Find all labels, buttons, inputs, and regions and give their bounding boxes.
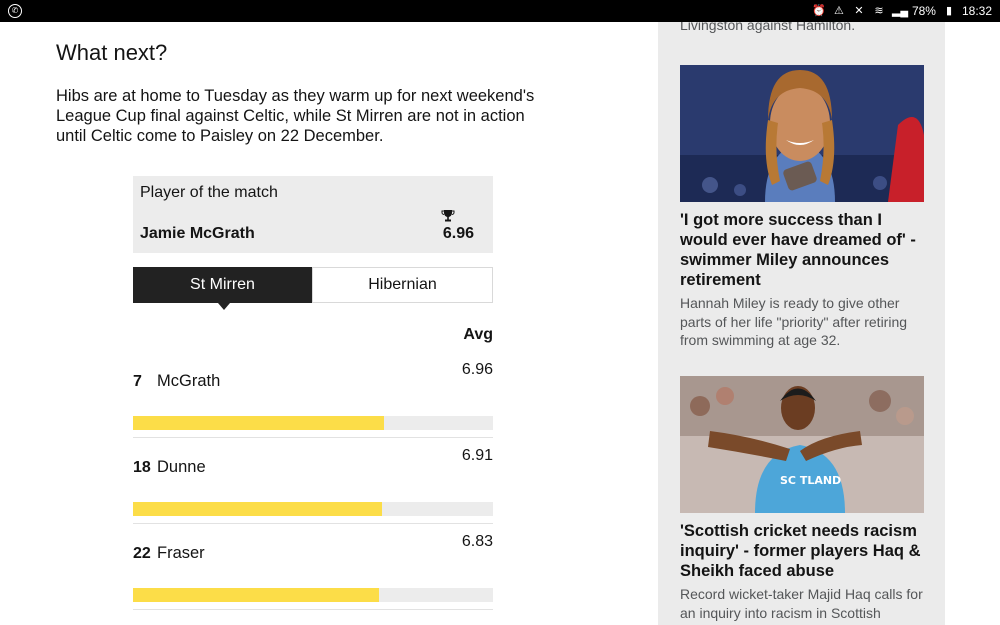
cricketer-photo: SC TLAND <box>680 376 924 513</box>
sidebar-summary-fragment: Livingston against Hamilton. <box>680 22 856 33</box>
player-name: McGrath <box>157 372 221 390</box>
rating-bar <box>133 502 493 516</box>
player-avg: 6.96 <box>461 361 493 378</box>
player-ratings-list: 7 McGrath 6.96 18 Dunne 6.91 22 Fraser 6… <box>133 352 493 610</box>
potm-title: Player of the match <box>140 184 278 201</box>
story-summary: Record wicket-taker Majid Haq calls for … <box>680 586 923 621</box>
player-name: Fraser <box>157 544 205 562</box>
player-number: 22 <box>133 545 151 562</box>
wifi-icon: ≋ <box>874 5 884 17</box>
tab-st-mirren[interactable]: St Mirren <box>133 267 312 310</box>
mute-icon: ✕ <box>854 5 864 17</box>
player-avg: 6.91 <box>461 447 493 464</box>
related-stories-sidebar: Livingston against Hamilton. 'I got more… <box>658 22 945 625</box>
tab-label: St Mirren <box>190 276 255 293</box>
clock: 18:32 <box>961 4 992 18</box>
rating-bar-fill <box>133 416 384 430</box>
player-row: 7 McGrath 6.96 <box>133 352 493 438</box>
trophy-icon <box>441 210 455 222</box>
player-of-match-box: Player of the match Jamie McGrath 6.96 <box>133 176 493 253</box>
whatsapp-icon: ✆ <box>8 4 22 18</box>
battery-percent: 78% <box>911 4 936 18</box>
warning-icon: ⚠ <box>834 5 844 17</box>
player-row: 22 Fraser 6.83 <box>133 524 493 610</box>
story-card[interactable]: SC TLAND 'Scottish cricket needs racism … <box>680 376 924 622</box>
potm-player-name: Jamie McGrath <box>140 225 255 242</box>
tab-hibernian[interactable]: Hibernian <box>312 267 493 303</box>
avg-column-header: Avg <box>463 326 493 343</box>
story-title[interactable]: 'Scottish cricket needs racism inquiry' … <box>680 522 921 580</box>
player-avg: 6.83 <box>461 533 493 550</box>
jersey-text: SC TLAND <box>780 474 841 487</box>
swimmer-photo <box>680 65 924 202</box>
player-number: 18 <box>133 459 151 476</box>
tab-pointer-icon <box>218 303 230 310</box>
team-tabs: St Mirren Hibernian <box>133 267 493 310</box>
section-heading: What next? <box>56 40 168 65</box>
rating-bar <box>133 588 493 602</box>
signal-icon: ▂▄ <box>891 5 909 17</box>
player-row: 18 Dunne 6.91 <box>133 438 493 524</box>
story-card[interactable]: 'I got more success than I would ever ha… <box>680 65 924 350</box>
player-number: 7 <box>133 373 142 390</box>
alarm-icon: ⏰ <box>812 5 826 17</box>
rating-bar <box>133 416 493 430</box>
potm-score: 6.96 <box>442 225 474 242</box>
player-name: Dunne <box>157 458 206 476</box>
battery-icon: ▮ <box>945 5 952 17</box>
story-image[interactable] <box>680 65 924 202</box>
article-paragraph: Hibs are at home to Tuesday as they warm… <box>56 87 535 145</box>
page-margin <box>945 22 1000 625</box>
status-bar: ✆ ⏰ ⚠ ✕ ≋ ▂▄ 78% ▮ 18:32 <box>0 0 1000 22</box>
story-summary: Hannah Miley is ready to give other part… <box>680 295 908 348</box>
rating-bar-fill <box>133 588 380 602</box>
article-main: What next? Hibs are at home to Tuesday a… <box>0 22 658 625</box>
story-title[interactable]: 'I got more success than I would ever ha… <box>680 211 916 289</box>
rating-bar-fill <box>133 502 383 516</box>
story-image[interactable]: SC TLAND <box>680 376 924 513</box>
tab-label: Hibernian <box>368 276 437 293</box>
